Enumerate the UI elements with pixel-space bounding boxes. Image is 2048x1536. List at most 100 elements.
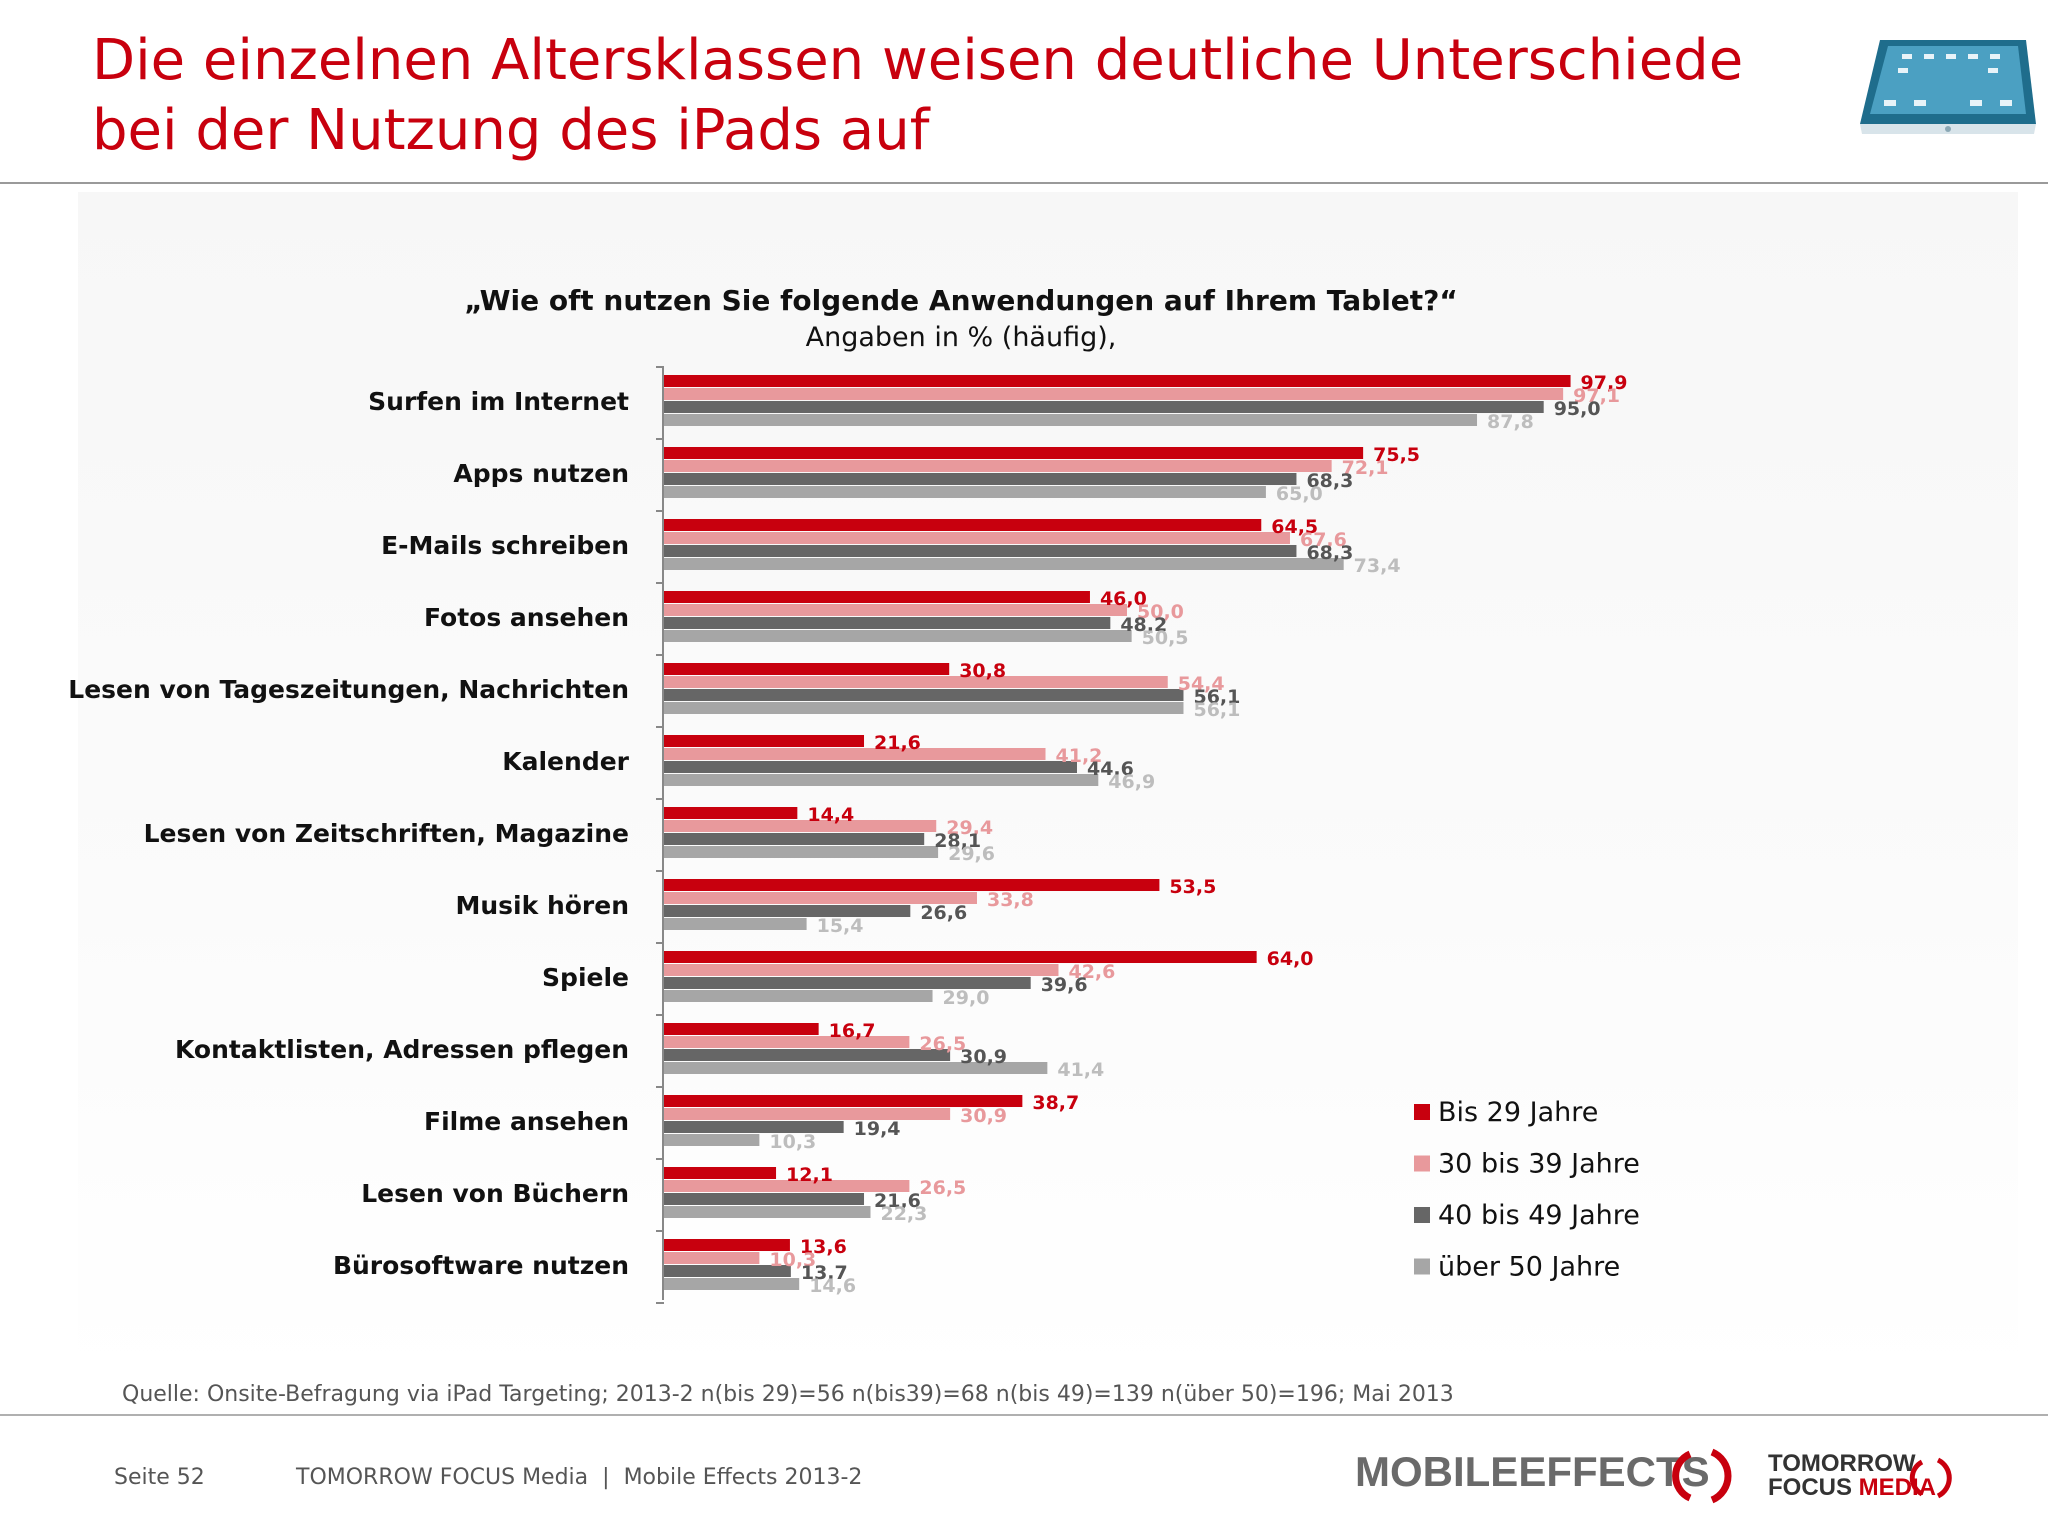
legend-label: 30 bis 39 Jahre — [1438, 1149, 1640, 1180]
source-note: Quelle: Onsite-Befragung via iPad Target… — [122, 1382, 1454, 1407]
bar — [664, 604, 1127, 616]
data-label: 68,3 — [1306, 542, 1353, 564]
bar — [664, 820, 937, 832]
bars-group — [664, 375, 1571, 1290]
data-label: 65,0 — [1276, 483, 1323, 505]
tomorrow-focus-arc-icon — [1909, 1457, 1952, 1499]
data-label: 48,2 — [1120, 614, 1167, 636]
bar — [664, 401, 1544, 413]
bar — [664, 519, 1262, 531]
category-label: Lesen von Tageszeitungen, Nachrichten — [68, 675, 629, 704]
data-label: 53,5 — [1169, 876, 1216, 898]
bar — [664, 918, 807, 930]
bar — [664, 1206, 871, 1218]
category-label: Kalender — [502, 747, 629, 776]
legend-swatch — [1414, 1207, 1430, 1223]
page-number: Seite 52 — [114, 1465, 205, 1490]
data-label: 41,4 — [1057, 1059, 1104, 1081]
bar — [664, 1049, 951, 1061]
data-label: 13,7 — [801, 1262, 848, 1284]
mobile-effects-logo: MOBILEEFFECTS — [1355, 1448, 1710, 1495]
bar — [664, 833, 925, 845]
data-label: 73,4 — [1354, 555, 1401, 577]
category-label: Lesen von Büchern — [361, 1179, 629, 1208]
data-label: 64,5 — [1271, 516, 1318, 538]
category-labels-group: Surfen im Internet Apps nutzen E-Mails sch… — [68, 387, 629, 1280]
data-label: 72,1 — [1342, 457, 1389, 479]
chart-title: „Wie oft nutzen Sie folgende Anwendungen… — [464, 284, 1458, 317]
data-label: 29,4 — [946, 817, 993, 839]
bar — [664, 388, 1564, 400]
bar — [664, 676, 1168, 688]
category-label: E-Mails schreiben — [381, 531, 629, 560]
bar — [664, 977, 1031, 989]
bar — [664, 558, 1344, 570]
data-label: 29,6 — [948, 843, 995, 865]
y-axis-ticks — [656, 366, 664, 1304]
legend-label: 40 bis 49 Jahre — [1438, 1200, 1640, 1231]
data-label: 15,4 — [817, 915, 864, 937]
tomorrow-focus-media-logo: TOMORROW FOCUS MEDIA — [1768, 1450, 1937, 1501]
bar — [664, 630, 1132, 642]
bar — [664, 1167, 777, 1179]
chart-subtitle: Angaben in % (häufig), — [806, 322, 1117, 353]
bar — [664, 1095, 1023, 1107]
footer-separator: | — [602, 1465, 610, 1490]
value-labels-group: 97,997,195,087,875,572,168,365,064,567,6… — [769, 372, 1627, 1297]
category-label: Lesen von Zeitschriften, Magazine — [144, 819, 629, 848]
slide-title-line-2: bei der Nutzung des iPads auf — [92, 98, 930, 163]
category-label: Filme ansehen — [424, 1107, 629, 1136]
bar — [664, 1193, 865, 1205]
legend-swatch — [1414, 1104, 1430, 1120]
data-label: 29,0 — [943, 987, 990, 1009]
data-label: 19,4 — [854, 1118, 901, 1140]
bar — [664, 473, 1297, 485]
bar-chart: „Wie oft nutzen Sie folgende Anwendungen… — [68, 284, 1640, 1304]
category-label: Spiele — [542, 963, 629, 992]
data-label: 38,7 — [1032, 1092, 1079, 1114]
data-label: 21,6 — [874, 1190, 921, 1212]
data-label: 54,4 — [1178, 673, 1225, 695]
category-label: Surfen im Internet — [368, 387, 629, 416]
data-label: 46,0 — [1100, 588, 1147, 610]
data-label: 87,8 — [1487, 411, 1534, 433]
footer-company: TOMORROW FOCUS Media — [296, 1465, 589, 1490]
data-label: 42,6 — [1068, 961, 1115, 983]
data-label: 30,8 — [959, 660, 1006, 682]
bar — [664, 532, 1290, 544]
bar — [664, 1278, 800, 1290]
data-label: 33,8 — [987, 889, 1034, 911]
bar — [664, 1036, 910, 1048]
legend-swatch — [1414, 1258, 1430, 1275]
data-label: 22,3 — [880, 1203, 927, 1225]
bar — [664, 414, 1478, 426]
bar — [664, 1239, 790, 1251]
category-label: Fotos ansehen — [424, 603, 629, 632]
data-label: 30,9 — [960, 1046, 1007, 1068]
footer-divider — [0, 1414, 2048, 1416]
data-label: 13,6 — [800, 1236, 847, 1258]
bar — [664, 1108, 951, 1120]
data-label: 10,3 — [769, 1249, 816, 1271]
data-label: 16,7 — [829, 1020, 876, 1042]
data-label: 67,6 — [1300, 529, 1347, 551]
data-label: 46,9 — [1108, 771, 1155, 793]
data-label: 75,5 — [1373, 444, 1420, 466]
data-label: 68,3 — [1306, 470, 1353, 492]
bar — [664, 846, 939, 858]
bar — [664, 892, 977, 904]
data-label: 56,1 — [1193, 686, 1240, 708]
data-label: 64,0 — [1267, 948, 1314, 970]
data-label: 95,0 — [1554, 398, 1601, 420]
bar — [664, 375, 1571, 387]
data-label: 14,6 — [809, 1275, 856, 1297]
data-label: 39,6 — [1041, 974, 1088, 996]
slide-title: Die einzelnen Altersklassen weisen deutl… — [92, 26, 1792, 166]
category-label: Apps nutzen — [453, 459, 629, 488]
slide-title-line-1: Die einzelnen Altersklassen weisen deutl… — [92, 28, 1744, 93]
data-label: 50,5 — [1142, 627, 1189, 649]
bar — [664, 1062, 1048, 1074]
data-label: 26,5 — [919, 1177, 966, 1199]
bar — [664, 761, 1077, 773]
data-label: 10,3 — [769, 1131, 816, 1153]
